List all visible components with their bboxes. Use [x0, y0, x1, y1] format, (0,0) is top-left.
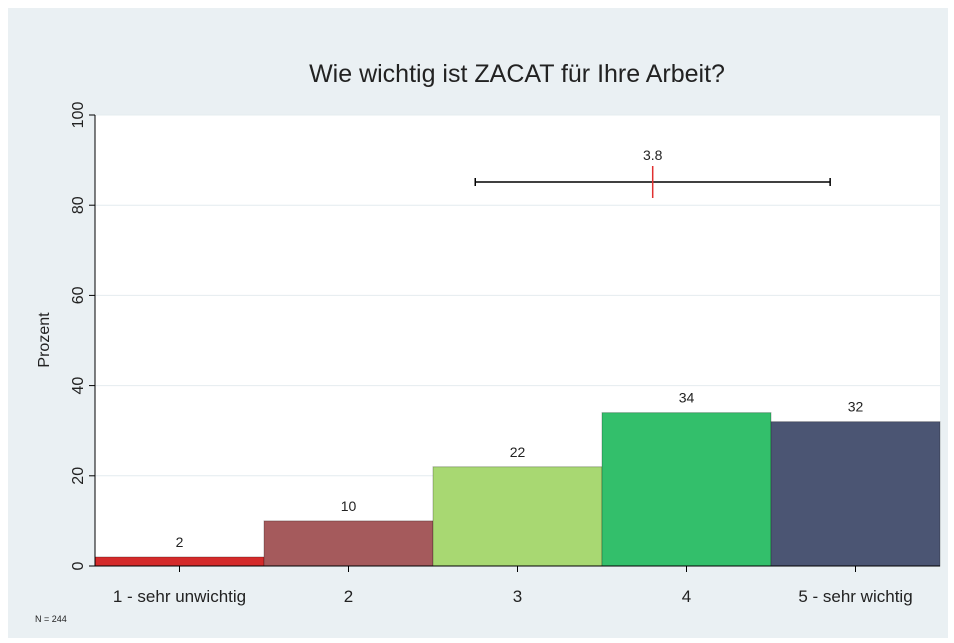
value-label: 32 [848, 399, 864, 415]
y-tick-label: 0 [70, 561, 87, 570]
mean-label: 3.8 [643, 147, 663, 163]
y-tick-label: 40 [70, 377, 87, 395]
y-tick-label: 80 [70, 196, 87, 214]
value-label: 22 [510, 444, 526, 460]
bar [263, 520, 434, 567]
bar [94, 556, 265, 567]
value-label: 10 [341, 498, 357, 514]
x-tick-label: 3 [513, 587, 522, 606]
bar [770, 421, 941, 567]
x-tick-label: 4 [682, 587, 691, 606]
note: N = 244 [35, 614, 67, 624]
bar [432, 466, 603, 567]
x-tick-label: 2 [344, 587, 353, 606]
y-tick-label: 100 [70, 102, 87, 129]
value-label: 2 [176, 534, 184, 550]
value-label: 34 [679, 390, 695, 406]
y-tick-label: 20 [70, 467, 87, 485]
y-tick-label: 60 [70, 286, 87, 304]
y-axis-label: Prozent [36, 312, 53, 368]
x-tick-label: 5 - sehr wichtig [798, 587, 912, 606]
bar [601, 412, 772, 567]
x-tick-label: 1 - sehr unwichtig [113, 587, 246, 606]
chart-title: Wie wichtig ist ZACAT für Ihre Arbeit? [309, 60, 725, 88]
